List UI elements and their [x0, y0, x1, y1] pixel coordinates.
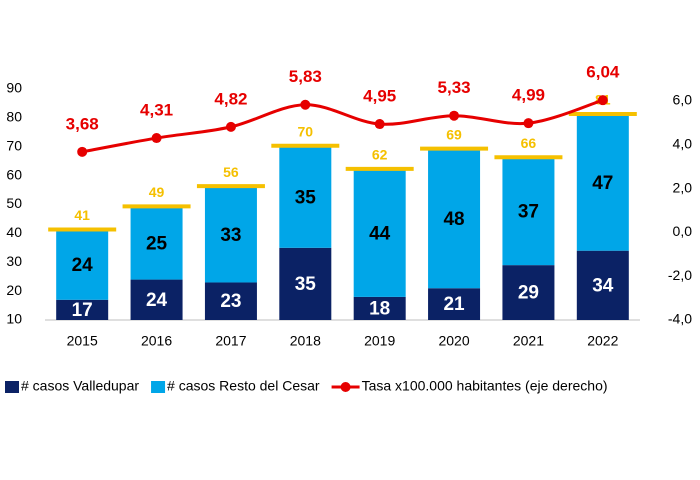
line-value-label: 4,99: [512, 86, 545, 105]
bar-value-label: 25: [146, 233, 168, 254]
x-tick-label: 2017: [215, 333, 246, 349]
legend-label: # casos Valledupar: [21, 378, 139, 394]
total-label: 56: [223, 164, 239, 180]
y2-tick-label: 2,0: [673, 179, 693, 195]
legend-label: # casos Resto del Cesar: [167, 378, 320, 394]
bar-segment: [56, 299, 109, 320]
x-tick-label: 2018: [290, 333, 321, 349]
x-tick-label: 2020: [438, 333, 469, 349]
legend-swatch: [5, 381, 19, 393]
bar-value-label: 17: [72, 300, 93, 321]
y2-tick-label: 0,0: [673, 223, 693, 239]
line-point: [77, 146, 88, 157]
bar-value-label: 44: [369, 223, 391, 244]
line-value-label: 5,83: [289, 67, 322, 86]
total-label: 69: [446, 126, 462, 142]
line-point: [300, 99, 311, 110]
bar-value-label: 29: [518, 283, 539, 304]
bar-segment: [204, 187, 257, 283]
y-tick-label: 60: [6, 166, 22, 182]
bar-value-label: 34: [592, 275, 614, 296]
bar-segment: [353, 296, 406, 320]
bar-value-label: 35: [295, 274, 317, 295]
line-series: [81, 98, 604, 154]
bar-segment: [428, 288, 481, 320]
total-label: 70: [298, 123, 314, 139]
line-point: [523, 118, 534, 129]
bar-value-label: 21: [443, 294, 465, 315]
bar-value-label: 18: [369, 298, 390, 319]
legend-swatch: [151, 381, 166, 393]
bar-value-label: 23: [220, 291, 241, 312]
x-tick-label: 2021: [513, 333, 544, 349]
bar-segment: [353, 169, 406, 297]
bar-segment: [279, 146, 332, 248]
bar-segment: [576, 250, 629, 320]
bar-segment: [428, 149, 481, 289]
y2-tick-label: 4,0: [673, 136, 693, 152]
legend-label: Tasa x100.000 habitantes (eje derecho): [362, 378, 608, 394]
bar-segment: [279, 247, 332, 320]
line-point: [225, 121, 236, 132]
line-value-label: 3,68: [66, 114, 99, 133]
bar-segment: [204, 282, 257, 320]
y2-tick-label: -2,0: [668, 267, 692, 283]
line-point: [151, 133, 162, 144]
y2-tick-label: -4,0: [668, 311, 692, 327]
x-tick-label: 2022: [587, 333, 618, 349]
bar-segment: [130, 207, 183, 280]
line-point: [374, 119, 385, 130]
y-tick-label: 50: [6, 195, 22, 211]
x-tick-label: 2019: [364, 333, 395, 349]
line-value-label: 6,04: [586, 63, 620, 82]
bar-segment: [502, 158, 555, 266]
total-label: 41: [74, 207, 90, 223]
total-label: 66: [521, 135, 537, 151]
y-tick-label: 30: [6, 253, 22, 269]
bar-value-label: 24: [72, 255, 94, 276]
bar-segment: [130, 279, 183, 320]
line-value-label: 4,82: [214, 89, 247, 108]
bar-value-label: 35: [295, 187, 317, 208]
bar-segment: [502, 265, 555, 320]
y-tick-label: 70: [6, 137, 22, 153]
bar-segment: [56, 230, 109, 300]
total-label: 49: [149, 184, 165, 200]
line-value-label: 5,33: [438, 78, 471, 97]
bar-value-label: 24: [146, 290, 168, 311]
line-value-label: 4,31: [140, 101, 173, 120]
bar-value-label: 48: [443, 209, 464, 230]
legend-marker: [340, 382, 351, 392]
bar-value-label: 47: [592, 173, 613, 194]
line-point: [597, 95, 608, 106]
line-value-label: 4,95: [363, 87, 396, 106]
y-tick-label: 90: [6, 80, 22, 96]
y-tick-label: 40: [6, 224, 22, 240]
bar-value-label: 33: [220, 225, 241, 246]
x-tick-label: 2015: [67, 333, 98, 349]
y-tick-label: 20: [6, 282, 22, 298]
bar-segment: [576, 114, 629, 251]
y2-tick-label: 6,0: [673, 92, 693, 108]
y-tick-label: 10: [6, 311, 22, 327]
line-point: [449, 110, 460, 121]
bar-value-label: 37: [518, 202, 539, 223]
y-tick-label: 80: [6, 109, 22, 125]
total-label: 62: [372, 147, 388, 163]
x-tick-label: 2016: [141, 333, 172, 349]
